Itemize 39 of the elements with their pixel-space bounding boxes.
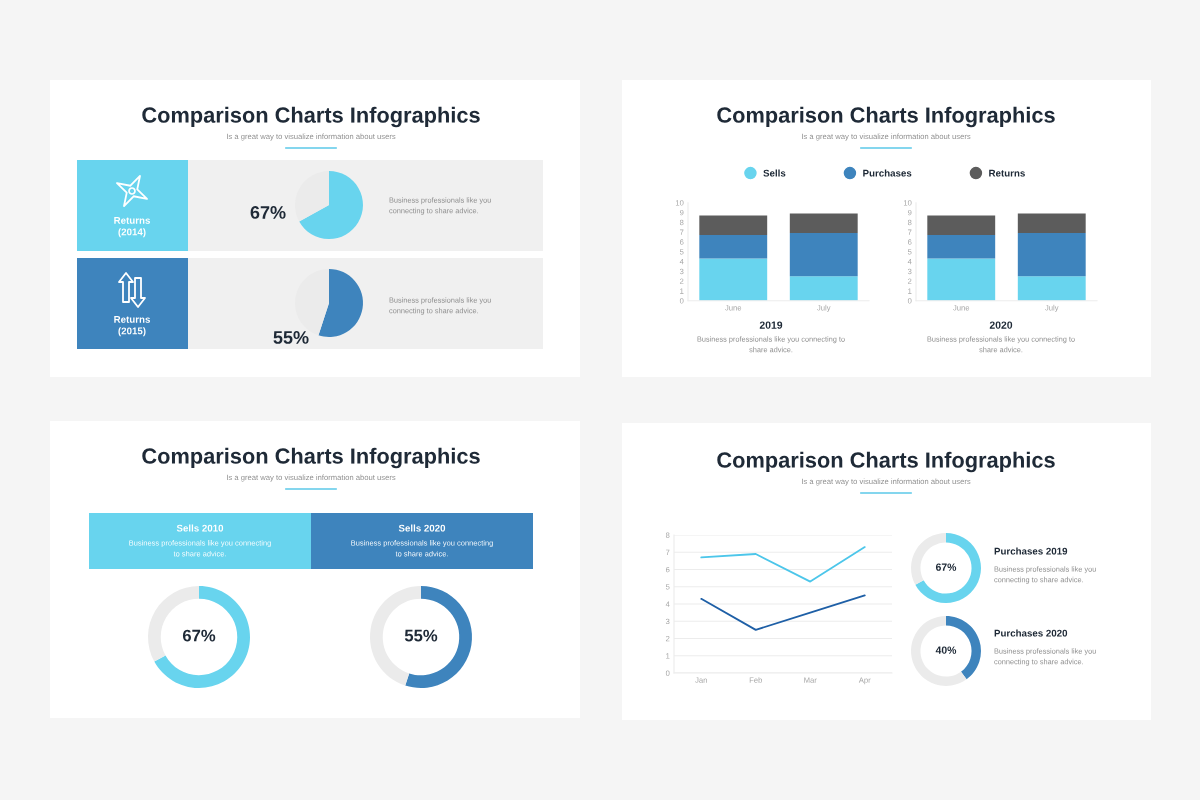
bar bbox=[927, 215, 996, 236]
bar bbox=[699, 258, 768, 301]
bar bbox=[1017, 276, 1086, 301]
text: 2020 bbox=[989, 321, 1013, 329]
donut-slice bbox=[405, 586, 472, 688]
donut-slice bbox=[915, 533, 981, 603]
text: Returns (2014) bbox=[114, 217, 150, 238]
line-series bbox=[700, 546, 866, 583]
data-label: 40% bbox=[935, 646, 957, 654]
bar bbox=[1017, 233, 1086, 277]
bar bbox=[1017, 213, 1086, 234]
text: 2019 bbox=[759, 321, 783, 329]
donut-slice bbox=[154, 586, 250, 688]
line-series bbox=[700, 594, 866, 631]
bar bbox=[699, 235, 768, 259]
text: Comparison Charts Infographics bbox=[142, 447, 480, 469]
legend-label: Sells bbox=[763, 169, 786, 177]
text: Comparison Charts Infographics bbox=[717, 106, 1055, 128]
bar bbox=[927, 258, 996, 301]
data-label: 67% bbox=[935, 563, 957, 571]
data-label: 55% bbox=[404, 629, 438, 642]
data-label: 55% bbox=[273, 331, 309, 344]
text: Comparison Charts Infographics bbox=[142, 106, 480, 128]
data-label: 67% bbox=[182, 629, 216, 642]
text: Purchases 2020 bbox=[994, 629, 1068, 637]
text: Comparison Charts Infographics bbox=[717, 451, 1055, 473]
bar bbox=[699, 215, 768, 236]
text: Purchases 2019 bbox=[994, 547, 1068, 555]
bar bbox=[789, 233, 858, 277]
text: Returns (2015) bbox=[114, 316, 150, 337]
legend-label: Returns bbox=[989, 169, 1025, 177]
bar bbox=[789, 276, 858, 301]
bar bbox=[927, 235, 996, 259]
data-label: 67% bbox=[250, 206, 286, 219]
chart-title: Sells 2010 bbox=[176, 524, 224, 532]
bar bbox=[789, 213, 858, 234]
legend-label: Purchases bbox=[863, 169, 912, 177]
chart-title: Sells 2020 bbox=[398, 524, 446, 532]
donut-slice bbox=[911, 616, 967, 686]
